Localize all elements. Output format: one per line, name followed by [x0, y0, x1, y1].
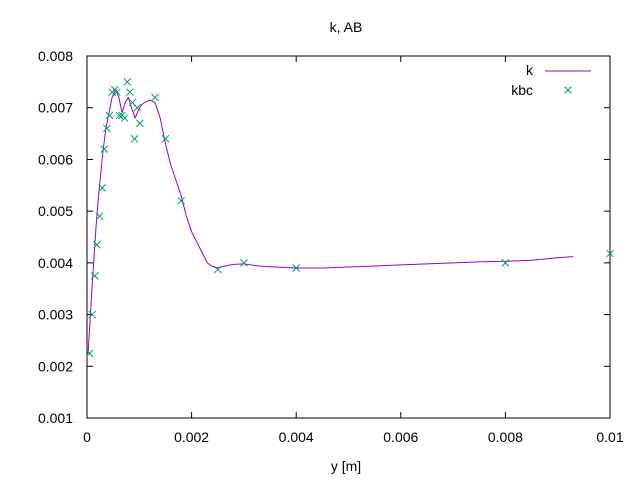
y-tick-label: 0.004	[38, 255, 73, 271]
data-point-kbc	[100, 145, 109, 153]
y-tick-label: 0.002	[38, 358, 73, 374]
data-point-kbc	[115, 111, 124, 120]
data-point-kbc	[112, 88, 121, 97]
y-tick-label: 0.003	[38, 307, 73, 323]
data-point-kbc	[126, 88, 134, 97]
data-point-kbc	[123, 78, 132, 86]
plot-frame	[86, 55, 611, 419]
y-tick-label: 0.006	[38, 151, 73, 167]
y-tick-label: 0.001	[38, 410, 73, 426]
data-point-kbc	[161, 134, 170, 143]
x-tick-label: 0	[83, 429, 91, 445]
data-point-kbc	[105, 111, 114, 120]
data-point-kbc	[240, 259, 248, 267]
data-point-kbc	[120, 114, 129, 122]
data-point-kbc	[90, 271, 99, 280]
x-tick-label: 0.004	[279, 429, 314, 445]
x-tick-label: 0.002	[174, 429, 209, 445]
legend-swatch-kbc	[564, 86, 572, 94]
legend-label-k: k	[526, 62, 534, 78]
data-point-kbc	[292, 264, 301, 272]
legend-marker-kbc	[564, 86, 572, 94]
series-line-k	[87, 89, 574, 354]
chart-title: k, AB	[330, 19, 363, 35]
legend-label-kbc: kbc	[511, 82, 533, 98]
legend: k kbc	[511, 62, 591, 98]
data-point-kbc	[606, 249, 614, 258]
data-point-kbc	[151, 93, 159, 102]
data-point-kbc	[135, 119, 144, 128]
series-points-kbc	[85, 78, 614, 358]
data-point-kbc	[130, 134, 139, 143]
y-tick-label: 0.005	[38, 203, 73, 219]
x-axis-label: y [m]	[331, 458, 361, 474]
data-point-kbc	[85, 349, 94, 358]
data-point-kbc	[88, 310, 97, 319]
data-point-kbc	[133, 103, 142, 112]
data-point-kbc	[103, 124, 111, 133]
ticks: 0 0.002 0.004 0.006 0.008 0.01 0.001 0.002 0.003…	[38, 48, 624, 445]
y-tick-label: 0.008	[38, 48, 73, 64]
x-tick-label: 0.01	[596, 429, 623, 445]
data-point-kbc	[98, 184, 107, 192]
data-point-kbc	[95, 212, 104, 221]
axes	[86, 55, 611, 419]
x-tick-label: 0.006	[383, 429, 418, 445]
data-point-kbc	[93, 240, 101, 249]
data-point-kbc	[213, 265, 222, 274]
y-tick-label: 0.007	[38, 100, 73, 116]
data-point-kbc	[501, 259, 510, 267]
data-point-kbc	[177, 196, 185, 205]
x-tick-label: 0.008	[488, 429, 523, 445]
series-layer	[85, 78, 614, 358]
